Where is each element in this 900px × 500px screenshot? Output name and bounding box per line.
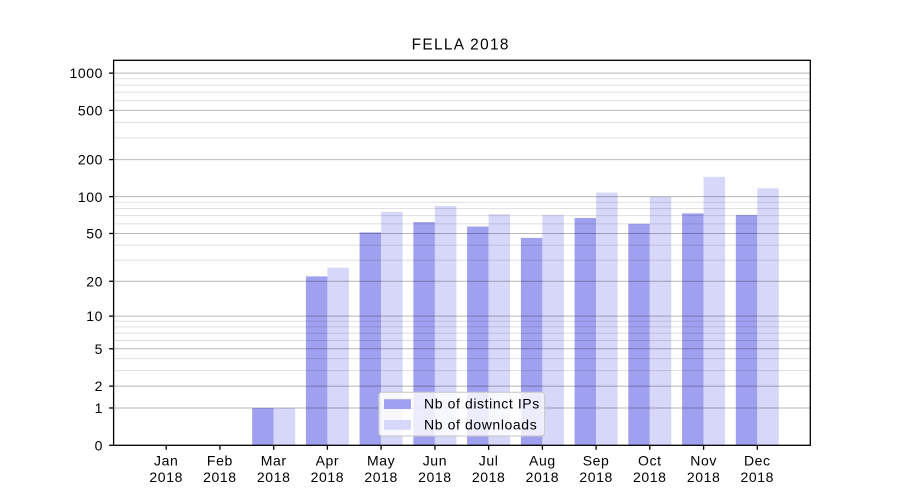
svg-text:0: 0	[95, 437, 103, 453]
svg-text:2018: 2018	[687, 469, 721, 485]
svg-text:2018: 2018	[418, 469, 452, 485]
svg-text:50: 50	[86, 226, 103, 242]
svg-text:May: May	[367, 453, 395, 469]
svg-text:2018: 2018	[149, 469, 183, 485]
svg-text:Nb of distinct IPs: Nb of distinct IPs	[424, 396, 540, 412]
svg-text:Jun: Jun	[423, 453, 447, 469]
svg-text:Oct: Oct	[638, 453, 662, 469]
svg-text:2018: 2018	[472, 469, 506, 485]
svg-text:Nov: Nov	[690, 453, 717, 469]
svg-text:2018: 2018	[203, 469, 237, 485]
svg-text:1000: 1000	[69, 65, 103, 81]
svg-text:2018: 2018	[579, 469, 613, 485]
svg-text:2018: 2018	[526, 469, 560, 485]
svg-text:100: 100	[78, 189, 103, 205]
svg-text:200: 200	[78, 152, 103, 168]
svg-text:1: 1	[95, 400, 103, 416]
svg-text:Jan: Jan	[154, 453, 178, 469]
svg-text:500: 500	[78, 103, 103, 119]
svg-text:Jul: Jul	[479, 453, 499, 469]
svg-text:Feb: Feb	[207, 453, 233, 469]
svg-text:20: 20	[86, 273, 103, 289]
svg-text:Nb of downloads: Nb of downloads	[424, 417, 537, 433]
svg-text:2: 2	[95, 378, 103, 394]
svg-text:2018: 2018	[364, 469, 398, 485]
svg-text:2018: 2018	[311, 469, 345, 485]
svg-text:Sep: Sep	[583, 453, 610, 469]
svg-text:Dec: Dec	[744, 453, 771, 469]
svg-text:2018: 2018	[257, 469, 291, 485]
svg-text:10: 10	[86, 308, 103, 324]
svg-text:Apr: Apr	[316, 453, 340, 469]
svg-text:5: 5	[95, 341, 103, 357]
svg-text:Mar: Mar	[261, 453, 287, 469]
svg-text:FELLA 2018: FELLA 2018	[412, 37, 510, 54]
svg-text:2018: 2018	[741, 469, 775, 485]
svg-text:2018: 2018	[633, 469, 667, 485]
svg-text:Aug: Aug	[529, 453, 556, 469]
